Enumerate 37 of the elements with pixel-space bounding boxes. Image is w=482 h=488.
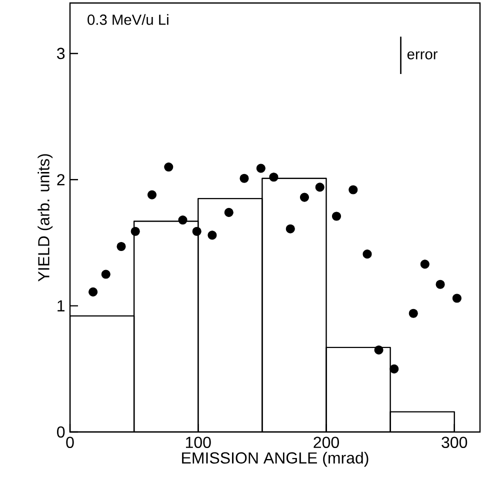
text: 0.3 MeV/u Li [88,14,168,25]
x-tick-label: 0 [66,436,74,448]
point [147,190,157,200]
point [116,242,126,252]
point [332,212,342,221]
x-tick-label: 100 [186,436,211,448]
point [408,308,418,318]
point [164,162,174,172]
point [348,185,358,194]
point [256,164,266,173]
point [452,294,462,303]
point [192,226,202,236]
y-tick-label: 0 [57,426,65,438]
point [420,260,430,269]
point [269,172,278,182]
point [436,280,445,289]
annotation: error [407,51,438,60]
point [88,287,98,296]
point [130,226,140,236]
y-tick-label: 1 [58,300,65,312]
point [208,230,217,240]
point [315,182,324,192]
point [286,224,295,234]
point [374,345,384,355]
point [224,208,234,217]
x-tick-label: 300 [442,436,468,448]
y-axis-title: YIELD (arb. units) [38,154,53,282]
y-tick-label: 3 [56,48,65,60]
point [362,250,372,259]
point [390,364,399,374]
point [178,215,188,225]
point [240,174,249,183]
x-axis-title: EMISSION ANGLE (mrad) [182,452,368,467]
point [101,270,110,279]
point [300,192,310,202]
x-tick-label: 200 [314,436,339,448]
y-tick-label: 2 [57,174,64,186]
